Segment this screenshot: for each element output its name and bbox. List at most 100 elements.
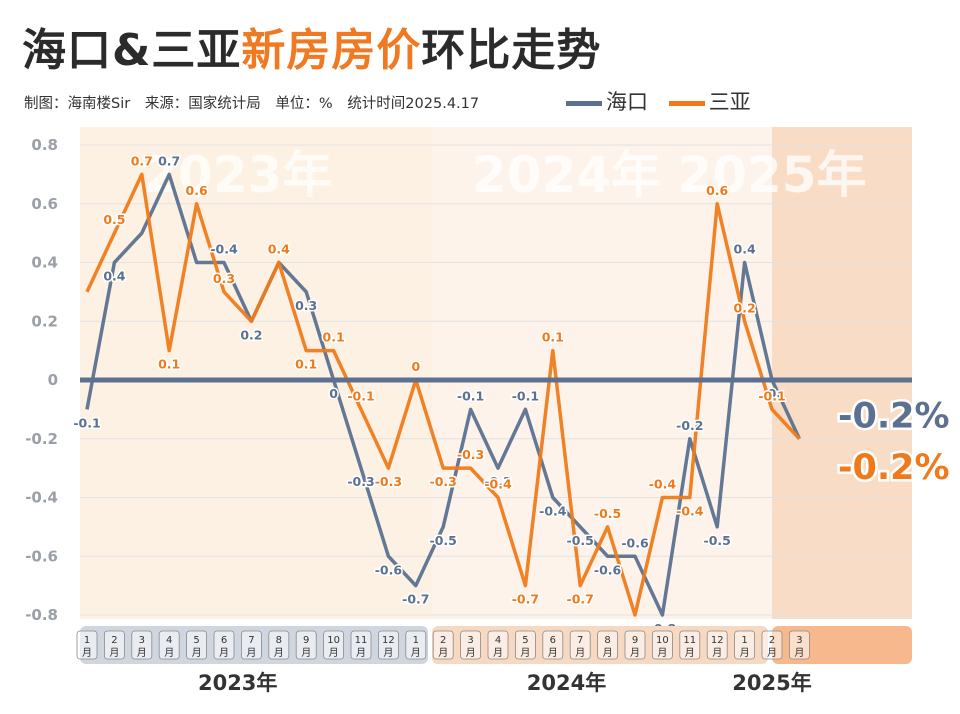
data-label-sanya: -0.3 bbox=[375, 474, 402, 489]
data-label-haikou: -0.6 bbox=[621, 535, 649, 550]
data-label-sanya: -0.1 bbox=[758, 388, 785, 403]
y-tick-label: 0.6 bbox=[31, 195, 58, 213]
data-label-sanya: 0.1 bbox=[295, 357, 317, 372]
month-tick-label: 7 bbox=[248, 635, 254, 646]
x-axis-year-label: 2023年 bbox=[198, 671, 277, 695]
month-tick-label: 2 bbox=[111, 635, 117, 646]
data-label-haikou: -0.1 bbox=[457, 388, 484, 403]
data-label-sanya: -0.7 bbox=[512, 592, 539, 607]
month-suffix-label: 月 bbox=[274, 647, 284, 659]
y-tick-label: 0.4 bbox=[31, 254, 58, 272]
month-box bbox=[789, 630, 810, 660]
data-label-haikou: -0.3 bbox=[484, 474, 511, 489]
data-label-sanya: 0.4 bbox=[268, 242, 290, 257]
data-label-sanya: 0 bbox=[411, 359, 420, 374]
month-box bbox=[652, 630, 673, 660]
month-box bbox=[460, 630, 482, 660]
month-box bbox=[350, 630, 372, 660]
month-box bbox=[761, 630, 783, 660]
stat-time-text: 统计时间2025.4.17 bbox=[347, 96, 480, 112]
y-tick-label: 0.2 bbox=[31, 312, 58, 330]
data-label-haikou: -0.6 bbox=[375, 562, 403, 577]
month-tick-label: 1 bbox=[413, 635, 419, 646]
data-label-haikou: -0.5 bbox=[430, 533, 457, 548]
month-box bbox=[323, 630, 345, 660]
legend-swatch-sanya bbox=[668, 100, 705, 106]
month-suffix-label: 月 bbox=[794, 647, 804, 659]
data-label-sanya: -0.4 bbox=[649, 477, 677, 492]
month-tick-label: 12 bbox=[711, 635, 724, 646]
data-label-haikou: -0.7 bbox=[402, 592, 429, 607]
data-label-haikou: 0.4 bbox=[268, 242, 290, 257]
month-tick-label: 9 bbox=[632, 635, 638, 646]
month-tick-label: 11 bbox=[683, 635, 696, 646]
y-tick-label: 0 bbox=[48, 371, 58, 389]
legend: 海口 三亚 bbox=[566, 86, 765, 116]
data-label-sanya: -0.1 bbox=[347, 388, 374, 403]
month-suffix-label: 月 bbox=[356, 647, 366, 659]
month-suffix-label: 月 bbox=[301, 647, 311, 659]
month-box bbox=[158, 630, 180, 660]
data-label-sanya: -0.4 bbox=[676, 504, 704, 519]
x-axis-year-label: 2025年 bbox=[732, 671, 811, 695]
series-line-sanya bbox=[85, 172, 801, 617]
y-tick-label: -0.4 bbox=[25, 489, 58, 507]
month-box bbox=[405, 630, 427, 660]
data-label-haikou: -0.1 bbox=[73, 415, 100, 430]
month-box bbox=[213, 630, 235, 660]
data-label-haikou: -0.6 bbox=[594, 562, 622, 577]
month-suffix-label: 月 bbox=[383, 647, 393, 659]
data-label-haikou: 0.3 bbox=[295, 298, 317, 313]
month-suffix-label: 月 bbox=[137, 647, 147, 659]
chart-meta: 制图：海南楼Sir 来源：国家统计局 单位：% 统计时间2025.4.17 bbox=[24, 92, 489, 113]
month-tick-label: 10 bbox=[656, 635, 669, 646]
month-tick-label: 5 bbox=[522, 635, 528, 646]
data-label-sanya: 0.1 bbox=[158, 357, 180, 372]
month-suffix-label: 月 bbox=[466, 647, 476, 659]
month-box bbox=[569, 630, 591, 660]
month-tick-label: 4 bbox=[166, 635, 172, 646]
data-label-haikou: 0 bbox=[768, 386, 777, 401]
month-suffix-label: 月 bbox=[767, 647, 777, 659]
month-tick-label: 8 bbox=[276, 635, 282, 646]
month-suffix-label: 月 bbox=[329, 647, 339, 659]
data-label-haikou: 0.4 bbox=[103, 269, 125, 284]
month-box bbox=[597, 630, 618, 660]
y-tick-label: -0.2 bbox=[25, 430, 58, 448]
month-tick-label: 9 bbox=[303, 635, 309, 646]
month-box bbox=[76, 630, 98, 660]
month-tick-label: 7 bbox=[577, 635, 583, 646]
month-box bbox=[706, 630, 728, 660]
month-box bbox=[377, 630, 399, 660]
month-tick-label: 1 bbox=[741, 635, 747, 646]
month-box bbox=[268, 630, 290, 660]
data-label-sanya: -0.3 bbox=[457, 447, 484, 462]
data-label-sanya: -0.7 bbox=[567, 592, 594, 607]
month-suffix-label: 月 bbox=[548, 647, 558, 659]
month-tick-label: 6 bbox=[550, 635, 556, 646]
month-box bbox=[679, 630, 701, 660]
month-box bbox=[295, 630, 317, 660]
data-label-haikou: -0.1 bbox=[512, 388, 539, 403]
month-tick-label: 2 bbox=[440, 635, 446, 646]
data-label-haikou: -0.5 bbox=[567, 533, 594, 548]
month-tick-label: 10 bbox=[327, 635, 340, 646]
data-label-sanya: -0.5 bbox=[594, 506, 621, 521]
data-label-haikou: 0.4 bbox=[734, 242, 756, 257]
month-tick-label: 12 bbox=[382, 635, 395, 646]
month-box bbox=[432, 630, 454, 660]
maker-text: 制图：海南楼Sir bbox=[24, 96, 131, 112]
month-suffix-label: 月 bbox=[82, 647, 92, 659]
data-label-haikou: -0.4 bbox=[210, 242, 238, 257]
page-title: 海口&三亚新房房价环比走势 bbox=[22, 14, 601, 78]
month-suffix-label: 月 bbox=[438, 647, 448, 659]
data-label-sanya: 0.5 bbox=[103, 212, 125, 227]
legend-item-sanya: 三亚 bbox=[668, 86, 751, 116]
data-label-sanya: 0.1 bbox=[542, 330, 564, 345]
month-suffix-label: 月 bbox=[740, 647, 750, 659]
data-label-haikou: 0.2 bbox=[240, 327, 262, 342]
month-box bbox=[734, 630, 755, 660]
latest-value-haikou: -0.2% bbox=[838, 396, 950, 436]
month-suffix-label: 月 bbox=[685, 647, 695, 659]
month-box bbox=[487, 630, 509, 660]
